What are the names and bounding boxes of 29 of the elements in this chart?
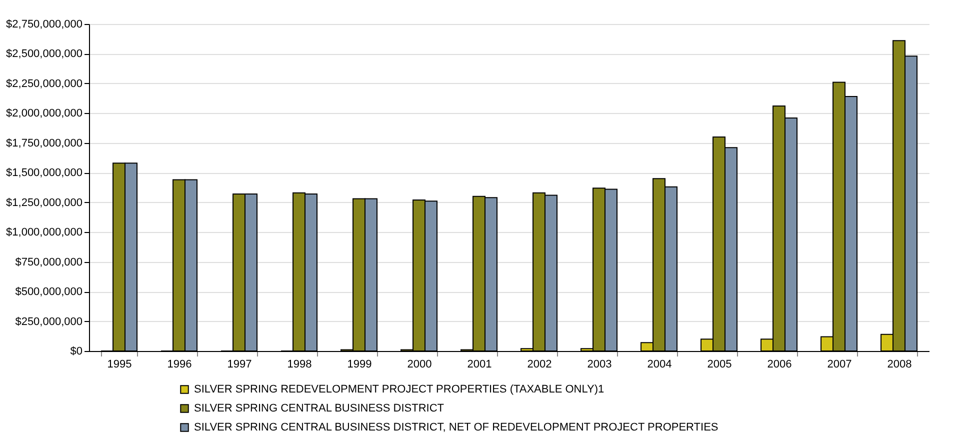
x-tick-label: 1998: [287, 358, 312, 370]
y-tick-label: $1,750,000,000: [6, 137, 82, 150]
x-tick-label: 1997: [227, 358, 252, 370]
y-tick-label: $250,000,000: [15, 316, 82, 328]
y-tick-label: $2,000,000,000: [6, 108, 82, 120]
y-tick-label: $750,000,000: [15, 256, 82, 268]
y-tick-label: $1,250,000,000: [6, 196, 82, 209]
x-tick-label: 2003: [587, 358, 612, 370]
y-tick-label: $500,000,000: [15, 286, 82, 298]
y-tick-label: $2,500,000,000: [6, 48, 82, 60]
x-tick-label: 2002: [527, 358, 552, 370]
legend-label: SILVER SPRING REDEVELOPMENT PROJECT PROPERTIES (TAXABLE ONLY)1: [194, 384, 604, 396]
legend-label: SILVER SPRING CENTRAL BUSINESS DISTRICT, NET OF REDEVELOPMENT PROJECT PROPERTIES: [194, 422, 718, 434]
x-tick-label: 2000: [407, 358, 432, 370]
y-tick-label: $0: [70, 346, 82, 358]
legend-label: SILVER SPRING CENTRAL BUSINESS DISTRICT: [194, 402, 444, 414]
y-tick-label: $1,000,000,000: [6, 226, 82, 239]
x-tick-label: 1995: [107, 358, 132, 370]
x-tick-label: 1999: [347, 358, 372, 370]
x-tick-label: 2006: [767, 358, 792, 370]
y-tick-label: $2,750,000,000: [6, 18, 82, 30]
x-tick-label: 2007: [827, 358, 852, 370]
x-tick-label: 2004: [647, 358, 672, 370]
y-tick-label: $2,250,000,000: [6, 78, 82, 90]
y-tick-label: $1,500,000,000: [6, 167, 82, 180]
x-tick-label: 2005: [707, 358, 732, 370]
x-tick-label: 1996: [167, 358, 192, 370]
x-tick-label: 2001: [467, 358, 492, 370]
x-tick-label: 2008: [887, 358, 912, 370]
